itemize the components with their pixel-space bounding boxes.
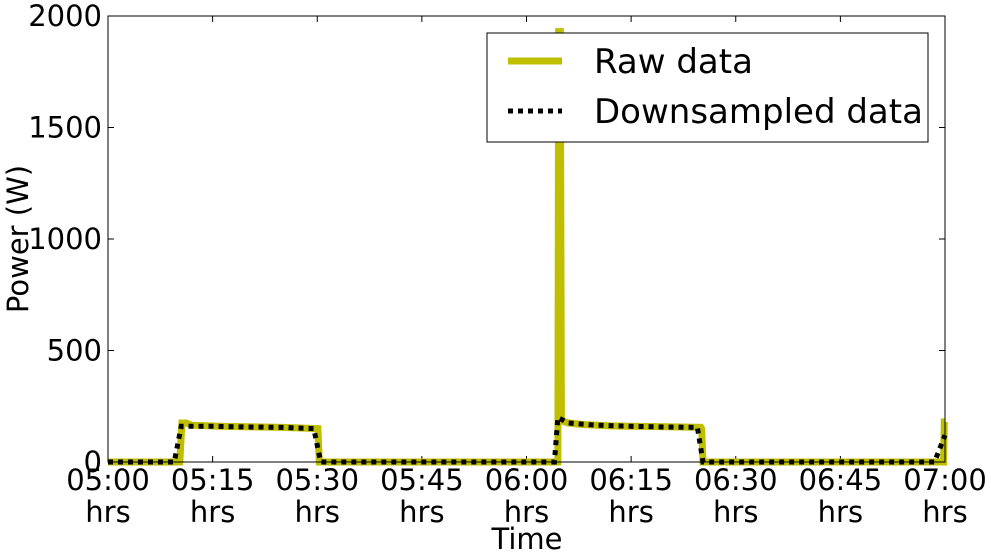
x-tick-label: 05:15 <box>171 463 255 497</box>
x-tick-sublabel: hrs <box>399 495 444 529</box>
legend-box <box>486 32 929 143</box>
plot-frame <box>107 15 946 463</box>
x-tick-sublabel: hrs <box>608 495 653 529</box>
x-tick-sublabel: hrs <box>504 495 549 529</box>
x-tick-sublabel: hrs <box>818 495 863 529</box>
x-tick-label: 07:00 <box>903 463 987 497</box>
x-tick-sublabel: hrs <box>713 495 758 529</box>
x-tick-sublabel: hrs <box>922 495 967 529</box>
x-tick-label: 06:30 <box>694 463 778 497</box>
legend-label-raw-data: Raw data <box>594 42 753 82</box>
y-tick-label: 1000 <box>28 222 102 256</box>
x-axis-label: Time <box>491 522 563 556</box>
series-layer <box>108 28 948 466</box>
y-axis-label: Power (W) <box>1 165 35 313</box>
y-tick-label: 1500 <box>28 111 102 145</box>
x-tick-sublabel: hrs <box>295 495 340 529</box>
x-tick-sublabel: hrs <box>85 495 130 529</box>
x-tick-label: 05:45 <box>380 463 464 497</box>
y-tick-label: 0 <box>84 445 102 479</box>
tick-labels-layer: 050010001500200005:00hrs05:15hrs05:30hrs… <box>28 0 987 529</box>
x-tick-label: 06:45 <box>799 463 883 497</box>
x-tick-label: 06:15 <box>589 463 673 497</box>
legend: Raw data Downsampled data <box>486 32 929 143</box>
x-tick-label: 05:00 <box>66 463 150 497</box>
x-tick-label: 06:00 <box>485 463 569 497</box>
legend-label-downsampled-data: Downsampled data <box>594 92 923 132</box>
x-tick-sublabel: hrs <box>190 495 235 529</box>
y-tick-label: 2000 <box>28 0 102 33</box>
x-tick-label: 05:30 <box>275 463 359 497</box>
y-tick-label: 500 <box>47 334 102 368</box>
series-line-downsampled-data <box>108 413 948 465</box>
